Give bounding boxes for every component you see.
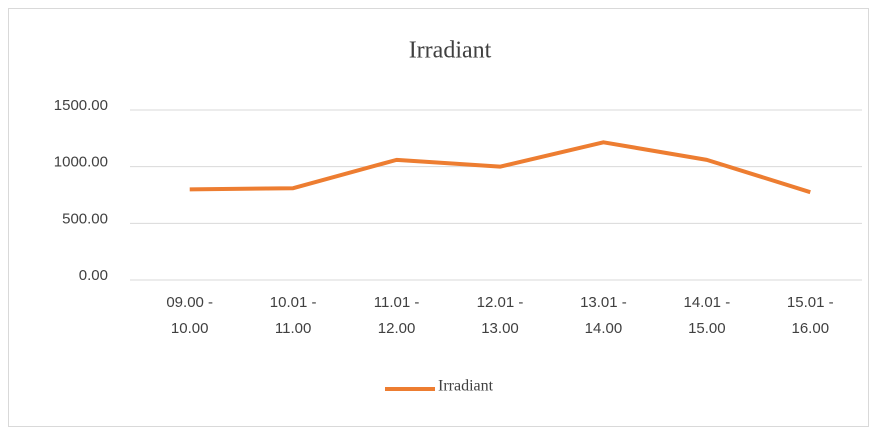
x-tick-label: 12.01 - 13.00	[476, 294, 524, 337]
y-tick-label: 1500.00	[54, 97, 108, 114]
x-tick-label: 11.01 - 12.00	[373, 294, 420, 337]
x-tick-label: 15.01 - 16.00	[786, 294, 834, 337]
y-tick-label: 1000.00	[54, 154, 108, 171]
legend-label: Irradiant	[438, 378, 494, 395]
chart-border	[8, 8, 869, 427]
x-tick-label: 14.01 - 15.00	[683, 294, 731, 337]
line	[189, 140, 811, 195]
x-tick-label: 10.01 - 11.00	[269, 294, 317, 337]
x-tick-label: 09.00 - 10.00	[166, 294, 214, 337]
y-tick-label: 500.00	[62, 210, 108, 227]
y-tick-label: 0.00	[79, 267, 108, 284]
chart-title: Irradiant	[409, 38, 492, 64]
x-tick-label: 13.01 - 14.00	[580, 294, 627, 337]
